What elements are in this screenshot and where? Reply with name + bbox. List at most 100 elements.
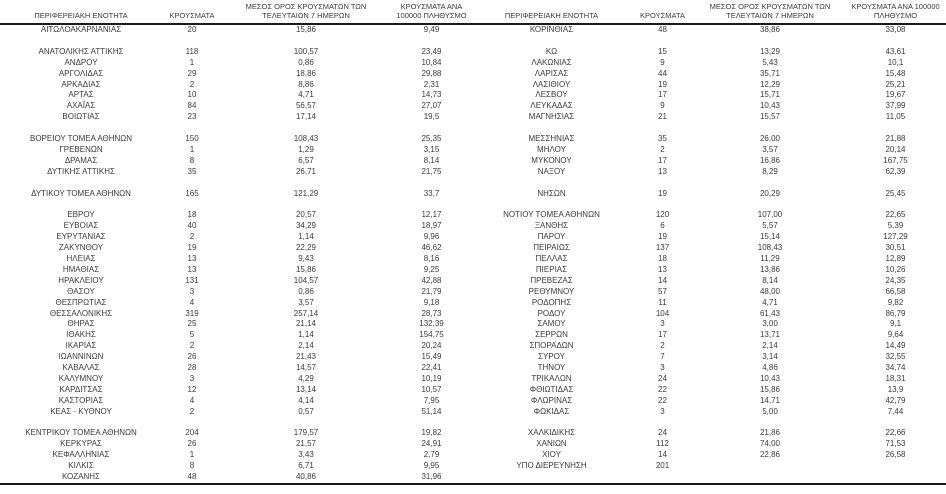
cases-cell: 19: [187, 243, 197, 253]
region-cell: ΚΑΡΔΙΤΣΑΣ: [59, 384, 103, 394]
region-cell: ΜΕΣΣΗΝΙΑΣ: [528, 134, 575, 144]
avg7-cell: 21,43: [295, 352, 317, 362]
per100k-cell: [390, 123, 473, 134]
avg7-cell: 100,57: [293, 46, 319, 56]
region-cell: ΦΛΩΡΙΝΑΣ: [530, 395, 573, 405]
per100k-cell: 2,31: [423, 79, 440, 89]
avg7-cell: 108,43: [757, 243, 783, 253]
avg7-cell: 1,14: [298, 232, 314, 242]
avg7-cell: 48,00: [759, 286, 781, 296]
cases-cell: 1: [189, 57, 195, 67]
region-cell: ΡΕΘΥΜΝΟΥ: [528, 286, 575, 296]
avg7-cell: 35,71: [759, 68, 781, 78]
cases-cell: 35: [658, 134, 667, 144]
table-row: ΒΟΙΩΤΙΑΣ 23 17,14 19,5 ΜΑΓΝΗΣΙΑΣ 21 15,57 11,05: [0, 112, 946, 123]
table-row: [0, 418, 946, 429]
table-row: [0, 123, 946, 134]
region-cell: ΛΑΚΩΝΙΑΣ: [531, 57, 572, 67]
cases-cell: 2: [660, 341, 665, 351]
region-cell: ΘΑΣΟΥ: [67, 286, 95, 296]
region-cell: ΛΕΥΚΑΔΑΣ: [530, 101, 573, 111]
avg7-cell: 12,29: [759, 79, 781, 89]
table-row: ΚΑΛΥΜΝΟΥ 3 4,29 10,19 ΤΡΙΚΑΛΩΝ 24 10,43 18,31: [0, 374, 946, 385]
avg7-cell: 15,14: [759, 232, 781, 242]
avg7-cell: [695, 36, 845, 47]
header-cases-right: ΚΡΟΥΣΜΑΤΑ: [630, 0, 695, 25]
region-cell: ΣΥΡΟΥ: [538, 352, 565, 362]
cases-cell: 22: [658, 395, 667, 405]
region-cell: ΝΟΤΙΟΥ ΤΟΜΕΑ ΑΘΗΝΩΝ: [503, 210, 600, 220]
table-row: ΔΥΤΙΚΟΥ ΤΟΜΕΑ ΑΘΗΝΩΝ 165 121,29 33,7 ΝΗΣΩΝ 19…: [0, 189, 946, 200]
per100k-cell: 9,49: [423, 25, 440, 34]
avg7-cell: 21,57: [295, 439, 317, 449]
per100k-cell: 7,44: [887, 406, 904, 416]
per100k-cell: 22,41: [421, 363, 442, 373]
cases-cell: 18: [658, 253, 667, 263]
table-row: ΚΕΡΚΥΡΑΣ 26 21,57 24,91 ΧΑΝΙΩΝ 112 74,00 71,53: [0, 439, 946, 450]
per100k-cell: 13,9: [887, 384, 904, 394]
avg7-cell: 74,00: [759, 439, 781, 449]
cases-cell: 15: [658, 46, 667, 56]
header-avg7-left: ΜΕΣΟΣ ΟΡΟΣ ΚΡΟΥΣΜΑΤΩΝ ΤΩΝ ΤΕΛΕΥΤΑΙΩΝ 7 Η…: [222, 0, 390, 25]
avg7-cell: 107,00: [757, 210, 783, 220]
avg7-cell: 18,86: [295, 68, 317, 78]
avg7-cell: 34,29: [295, 221, 317, 231]
region-cell: ΠΙΕΡΙΑΣ: [535, 264, 568, 274]
cases-cell: 3: [189, 373, 195, 383]
table-row: ΚΕΑΣ - ΚΥΘΝΟΥ 2 0,57 51,14 ΦΩΚΙΔΑΣ 3 5,00 7,44: [0, 407, 946, 418]
table-row: ΑΝΑΤΟΛΙΚΗΣ ΑΤΤΙΚΗΣ 118 100,57 23,49 ΚΩ 15 13,2…: [0, 47, 946, 58]
per100k-cell: 10,57: [421, 384, 442, 394]
per100k-cell: 15,49: [421, 352, 442, 362]
avg7-cell: 13,71: [759, 330, 781, 340]
cases-cell: 2: [189, 406, 195, 416]
per100k-cell: 33,08: [885, 25, 906, 34]
avg7-cell: 8,86: [298, 79, 314, 89]
cases-cell: 9: [660, 101, 665, 111]
cases-cell: 18: [187, 210, 197, 220]
per100k-cell: 10,19: [421, 373, 442, 383]
avg7-cell: [695, 461, 845, 472]
per100k-cell: 27,07: [421, 101, 442, 111]
per100k-cell: 12,89: [885, 253, 906, 263]
region-cell: ΗΜΑΘΙΑΣ: [62, 264, 100, 274]
cases-cell: 19: [658, 188, 667, 198]
cases-cell: 7: [660, 352, 665, 362]
cases-cell: 25: [187, 319, 197, 329]
per100k-cell: 7,95: [423, 395, 440, 405]
per100k-cell: 20,14: [885, 144, 906, 154]
avg7-cell: 121,29: [293, 188, 319, 198]
region-cell: ΣΠΟΡΑΔΩΝ: [529, 341, 574, 351]
per100k-cell: 19,67: [885, 90, 906, 100]
per100k-cell: [390, 199, 473, 210]
region-cell: ΑΙΤΩΛΟΑΚΑΡΝΑΝΙΑΣ: [40, 25, 122, 34]
table-row: ΚΟΖΑΝΗΣ 48 40,86 31,96: [0, 472, 946, 485]
region-cell: ΡΟΔΟΥ: [537, 308, 566, 318]
cases-cell: 57: [658, 286, 667, 296]
avg7-cell: 15,86: [295, 25, 317, 34]
region-cell: ΔΥΤΙΚΟΥ ΤΟΜΕΑ ΑΘΗΝΩΝ: [31, 188, 131, 198]
avg7-cell: 15,57: [759, 112, 781, 122]
avg7-cell: 108,43: [293, 134, 319, 144]
cases-cell: 13: [658, 264, 667, 274]
per100k-cell: 21,75: [421, 166, 442, 176]
region-cell: ΞΑΝΘΗΣ: [534, 221, 569, 231]
per100k-cell: 9,95: [423, 461, 440, 471]
per100k-cell: 9,82: [887, 297, 904, 307]
table-row: ΕΥΡΥΤΑΝΙΑΣ 2 1,14 9,96 ΠΑΡΟΥ 19 15,14 127,29: [0, 232, 946, 243]
table-row: ΑΡΓΟΛΙΔΑΣ 29 18,86 29,88 ΛΑΡΙΣΑΣ 44 35,71 15,48: [0, 69, 946, 80]
per100k-cell: [390, 178, 473, 189]
avg7-cell: [695, 178, 845, 189]
per100k-cell: 5,39: [887, 221, 904, 231]
cases-cell: 3: [189, 286, 195, 296]
avg7-cell: 104,57: [293, 275, 319, 285]
per100k-cell: [390, 418, 473, 429]
header-per100k-right: ΚΡΟΥΣΜΑΤΑ ΑΝΑ 100000 ΠΛΗΘΥΣΜΟ: [845, 0, 946, 25]
cases-cell: 12: [187, 384, 197, 394]
cases-cell: 44: [658, 68, 667, 78]
region-cell: ΚΕΑΣ - ΚΥΘΝΟΥ: [50, 406, 112, 416]
avg7-cell: [222, 36, 390, 47]
cases-cell: 23: [187, 112, 197, 122]
avg7-cell: 22,29: [295, 243, 317, 253]
avg7-cell: 4,71: [298, 90, 314, 100]
per100k-cell: 26,58: [885, 450, 906, 460]
